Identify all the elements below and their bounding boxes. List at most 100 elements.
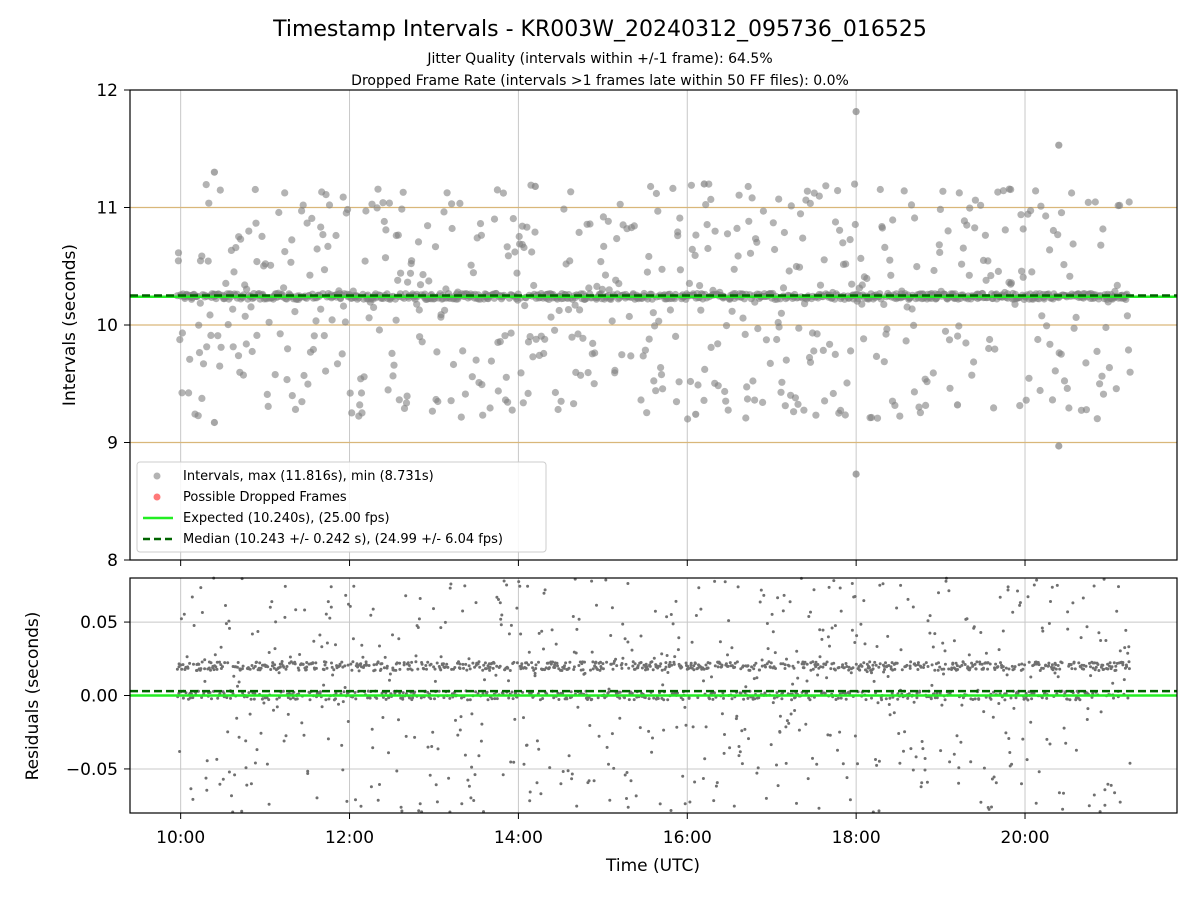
residual-point: [943, 649, 947, 653]
residual-point: [432, 665, 436, 669]
interval-point: [589, 339, 597, 347]
interval-point: [440, 208, 448, 216]
residual-point: [912, 700, 916, 704]
residual-point: [743, 727, 747, 731]
residual-point: [601, 667, 605, 671]
interval-point: [815, 192, 823, 200]
interval-point: [298, 207, 306, 215]
interval-point: [1007, 185, 1015, 194]
interval-point: [310, 332, 318, 340]
residual-point: [481, 668, 485, 672]
residual-point: [781, 609, 785, 613]
interval-point: [253, 331, 261, 339]
x-tick-label: 20:00: [1001, 828, 1050, 848]
interval-point: [700, 396, 708, 404]
interval-point: [599, 213, 608, 221]
residual-point: [664, 665, 668, 669]
residual-point: [178, 750, 182, 753]
interval-point: [714, 340, 722, 348]
residual-point: [402, 663, 406, 667]
residual-point: [360, 643, 364, 647]
residual-point: [930, 663, 934, 667]
residual-point: [853, 595, 857, 598]
residual-point: [283, 615, 287, 619]
residual-point: [738, 750, 742, 754]
residual-point: [1089, 674, 1093, 678]
residual-point: [381, 716, 385, 719]
residual-point: [227, 770, 231, 774]
interval-point: [722, 397, 730, 405]
interval-outlier-point: [210, 168, 218, 176]
residual-point: [304, 668, 308, 672]
interval-point: [880, 300, 888, 308]
residual-point: [439, 655, 443, 659]
residual-point: [351, 637, 355, 641]
interval-point: [593, 282, 601, 290]
residual-point: [1053, 671, 1057, 675]
residual-point: [760, 664, 764, 668]
legend-marker-dropped: [153, 493, 161, 501]
residual-point: [712, 799, 716, 803]
residual-point: [439, 668, 443, 672]
interval-outlier-point: [210, 418, 218, 427]
interval-point: [382, 226, 390, 234]
residual-point: [1093, 668, 1097, 672]
residual-point: [1054, 667, 1058, 671]
interval-point: [923, 378, 931, 386]
residual-point: [893, 667, 897, 671]
residual-point: [783, 667, 787, 670]
interval-point: [304, 380, 312, 388]
residual-point: [185, 655, 189, 659]
residual-point: [916, 661, 920, 665]
residual-point: [620, 666, 624, 670]
residual-point: [633, 662, 637, 666]
residual-point: [730, 697, 734, 701]
residual-point: [210, 697, 213, 701]
interval-point: [344, 205, 352, 214]
interval-point: [186, 355, 194, 363]
residual-point: [782, 593, 786, 597]
residual-point: [371, 607, 375, 611]
residual-point: [388, 672, 392, 676]
residual-point: [314, 661, 318, 665]
interval-point: [361, 257, 369, 265]
residual-point: [192, 624, 196, 627]
residual-point: [692, 668, 696, 672]
y-tick-label: 12: [96, 81, 118, 101]
residual-point: [1061, 807, 1065, 811]
interval-point: [645, 252, 653, 261]
residual-point: [715, 781, 719, 785]
residual-point: [1102, 667, 1106, 671]
residual-point: [1087, 804, 1091, 808]
residual-point: [510, 690, 514, 694]
residual-point: [1002, 668, 1006, 672]
residual-point: [285, 665, 289, 668]
interval-point: [963, 221, 971, 229]
residual-point: [1004, 666, 1008, 670]
interval-point: [276, 330, 284, 338]
residual-point: [433, 667, 437, 671]
residual-point: [741, 664, 745, 668]
interval-point: [551, 326, 559, 334]
interval-point: [842, 260, 850, 268]
residual-point: [740, 729, 744, 733]
residual-point: [458, 728, 462, 732]
residual-point: [878, 583, 882, 587]
residual-point: [1035, 578, 1039, 582]
interval-point: [461, 390, 469, 398]
residual-point: [395, 769, 399, 773]
residual-point: [501, 773, 505, 777]
residual-point: [464, 662, 468, 666]
residual-point: [215, 660, 219, 664]
interval-point: [459, 347, 467, 355]
residual-point: [766, 647, 770, 651]
residual-point: [639, 661, 643, 664]
residual-point: [351, 660, 355, 664]
interval-point: [684, 415, 692, 423]
residual-point: [267, 698, 271, 702]
residual-point: [298, 653, 302, 656]
interval-point: [424, 222, 432, 230]
residual-point: [447, 776, 451, 780]
interval-point: [574, 330, 582, 338]
residual-point: [836, 748, 839, 752]
